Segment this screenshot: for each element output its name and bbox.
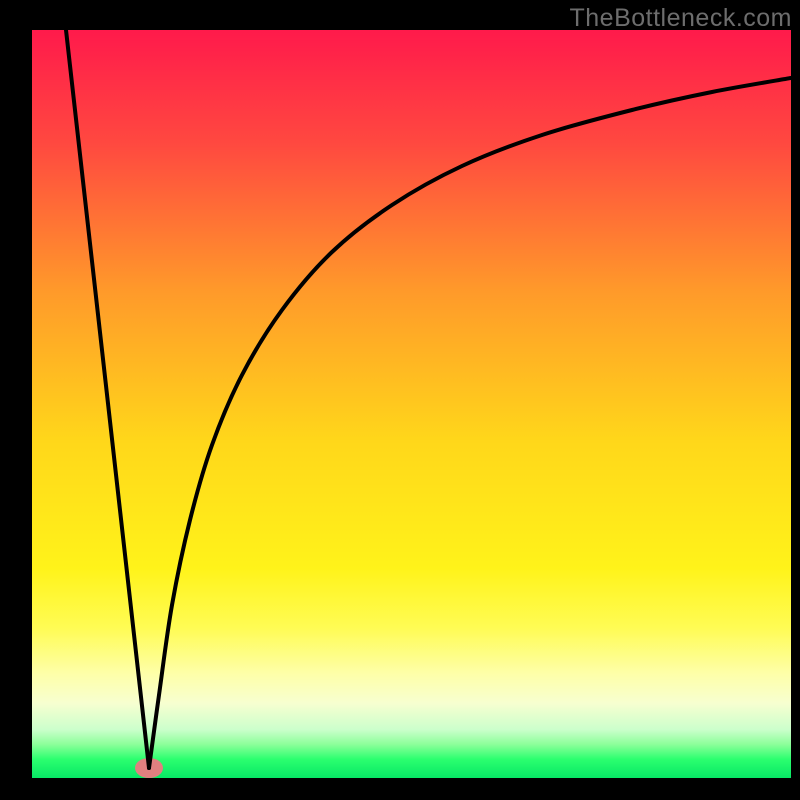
chart-frame: TheBottleneck.com bbox=[0, 0, 800, 800]
attribution-text: TheBottleneck.com bbox=[570, 4, 793, 33]
left-line bbox=[66, 30, 149, 768]
right-curve bbox=[149, 78, 791, 768]
plot-area bbox=[32, 30, 791, 778]
curve-overlay bbox=[32, 30, 791, 778]
